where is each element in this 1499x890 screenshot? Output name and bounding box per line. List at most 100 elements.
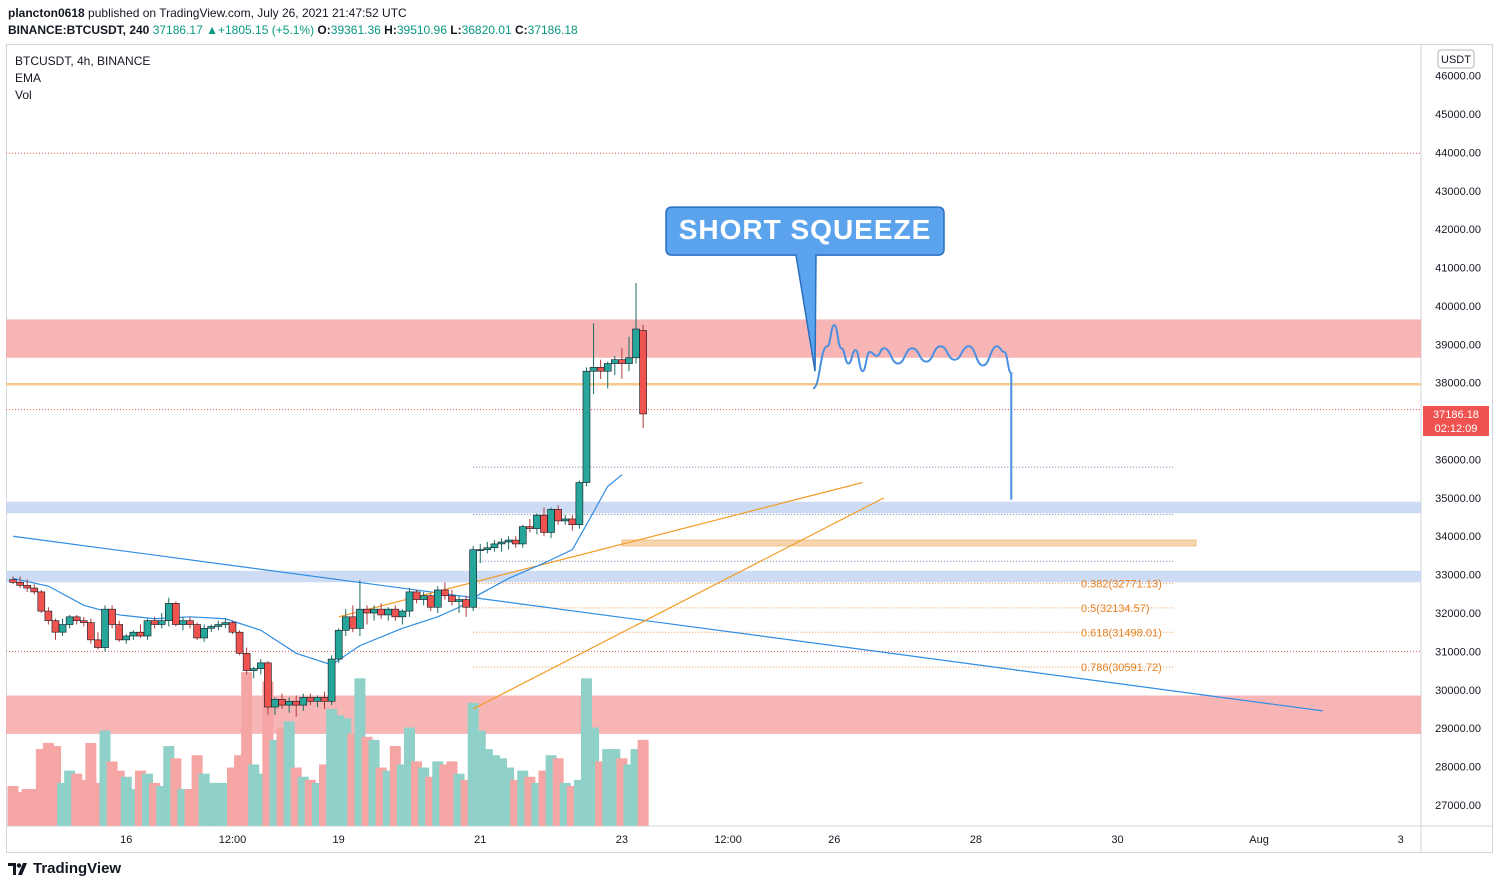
volume-bar [333, 715, 345, 826]
candle [497, 538, 506, 552]
open-label: O: [317, 23, 331, 37]
zone-band [6, 501, 1421, 514]
zone-band [6, 319, 1421, 358]
legend-vol[interactable]: Vol [15, 88, 32, 102]
price-tick-label: 44000.00 [1435, 147, 1481, 159]
candle-body [23, 585, 31, 589]
candle [575, 480, 584, 529]
callout-text: SHORT SQUEEZE [679, 214, 932, 245]
volume-bar [559, 782, 571, 826]
volume-bar [156, 786, 168, 826]
candle-body [186, 620, 194, 625]
volume-bar [57, 782, 69, 826]
candle-body [554, 509, 562, 522]
candle [526, 518, 534, 533]
volume-bar [35, 749, 47, 826]
volume-bar [120, 776, 132, 826]
candle-body [533, 514, 541, 529]
volume-bar [149, 782, 161, 826]
candle [256, 659, 265, 675]
trendline [472, 497, 885, 710]
candle-body [568, 518, 577, 526]
candle [349, 605, 357, 633]
candle [582, 367, 591, 487]
candle-body [575, 482, 584, 526]
candle-body [589, 367, 598, 372]
candle [249, 666, 258, 679]
candle [115, 620, 123, 642]
fib-level-label: 0.786(30591.72) [1081, 662, 1162, 674]
volume-bar [184, 789, 196, 826]
symbol-line: BINANCE:BTCUSDT, 240 [8, 23, 150, 37]
volume-bar [460, 779, 472, 826]
volume-bar [7, 786, 19, 826]
time-tick-label: 3 [1398, 834, 1404, 846]
legend-ema[interactable]: EMA [15, 71, 42, 85]
candle-body [37, 591, 46, 612]
time-tick-label: 12:00 [219, 834, 247, 846]
price-tick-label: 31000.00 [1435, 646, 1481, 658]
volume-bar [432, 761, 444, 826]
candle [186, 616, 194, 629]
trendline [12, 535, 1323, 712]
candle-body [476, 549, 485, 551]
candle [412, 589, 421, 604]
candle-body [228, 622, 237, 633]
candle [334, 628, 343, 663]
candle-body [426, 595, 435, 608]
candle [72, 614, 81, 625]
brand-name[interactable]: TradingView [33, 860, 122, 877]
candle [200, 624, 208, 642]
candle [547, 507, 555, 539]
candle [58, 618, 67, 637]
candle [264, 660, 272, 715]
candle [193, 622, 201, 640]
candle-body [200, 628, 208, 639]
candle [441, 582, 449, 600]
candle-body [433, 589, 442, 608]
candle [356, 580, 364, 637]
price-tick-label: 38000.00 [1435, 378, 1481, 390]
candle-body [9, 579, 17, 583]
candle [157, 613, 166, 629]
price-tick-label: 29000.00 [1435, 723, 1481, 735]
candle-body [349, 616, 357, 629]
price-tick-label: 39000.00 [1435, 339, 1481, 351]
volume-bar [481, 749, 493, 826]
candle [16, 576, 24, 589]
candle-body [526, 526, 534, 529]
candle-body [207, 626, 216, 629]
candle-body [44, 610, 53, 621]
candle [426, 593, 435, 612]
candle [398, 609, 407, 625]
volume-bar [28, 789, 40, 826]
volume-bar [198, 773, 210, 826]
candle [23, 579, 31, 592]
volume-bar [205, 782, 217, 826]
author-name[interactable]: plancton0618 [8, 6, 85, 20]
legend-symbol[interactable]: BTCUSDT, 4h, BINANCE [15, 54, 151, 68]
candle-body [108, 608, 116, 625]
currency-badge-label: USDT [1441, 54, 1471, 66]
candle [235, 630, 244, 656]
time-tick-label: 16 [120, 834, 132, 846]
candle [483, 542, 492, 554]
volume-bar [49, 746, 61, 826]
candle-body [58, 624, 67, 633]
candle-body [327, 658, 336, 702]
volume-bar [177, 789, 189, 826]
volume-bar [326, 709, 338, 826]
volume-bar [248, 764, 260, 826]
tradingview-logo-icon [8, 862, 27, 875]
volume-bar [566, 786, 578, 826]
change-arrow-icon: ▲ [206, 23, 218, 37]
volume-bar [411, 761, 423, 826]
tradingview-footer: TradingView [8, 860, 121, 877]
volume-bar [517, 770, 529, 826]
candle [603, 361, 612, 389]
candle [143, 618, 152, 640]
candle [462, 595, 470, 617]
candle-body [363, 608, 371, 614]
volume-bar [503, 767, 515, 826]
